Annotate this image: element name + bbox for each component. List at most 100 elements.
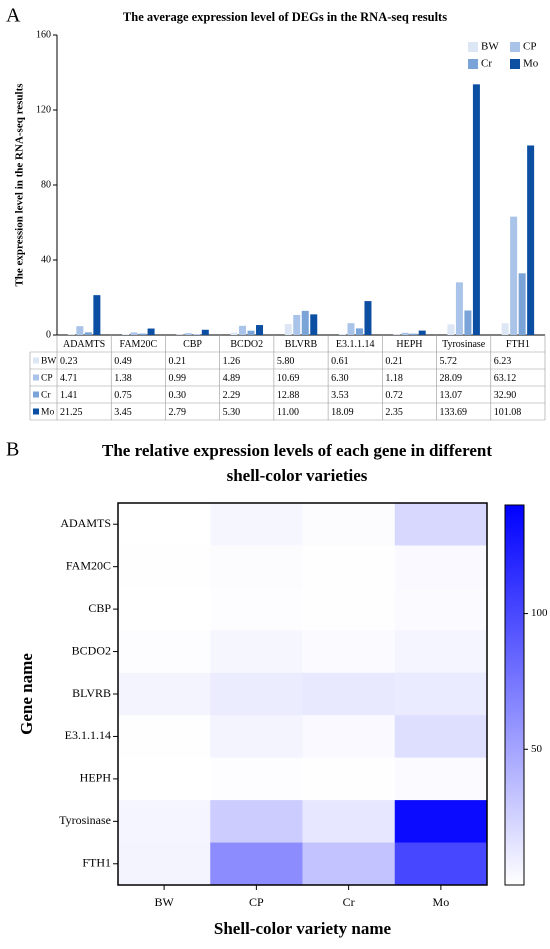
bar [527,145,535,335]
y-tick-label: CBP [88,601,111,615]
bar [364,301,372,335]
y-tick-label: 160 [36,29,51,40]
bar [455,282,463,335]
table-value: 3.45 [114,407,132,418]
heatmap-cell [118,503,211,546]
table-value: 0.72 [385,390,403,401]
table-value: 0.99 [168,373,186,384]
table-swatch [33,391,39,398]
heatmap-cell [394,545,488,589]
heatmap-cell [210,545,303,589]
category-label: CBP [183,339,202,350]
heatmap-cell [394,630,488,674]
category-label: ADAMTS [63,339,105,350]
bar [418,330,426,335]
heatmap-cell [394,800,488,844]
y-axis-label: The expression level in the RNA-seq resu… [14,83,26,287]
y-tick-label: FAM20C [66,558,111,572]
y-axis-label: Gene name [17,653,36,735]
legend-swatch [468,42,478,52]
colorbar-tick-label: 100 [531,607,548,619]
table-value: 1.41 [60,390,78,401]
category-label: HEPH [396,339,422,350]
heatmap-cell [302,545,396,589]
heatmap-cell [302,715,396,759]
table-value: 0.61 [331,356,349,367]
y-tick-label: ADAMTS [60,516,111,530]
bar [518,273,526,335]
table-value: 1.18 [385,373,403,384]
table-value: 1.38 [114,373,132,384]
bar [247,330,255,335]
heatmap-cell [394,842,488,886]
table-swatch [33,357,39,364]
table-value: 4.89 [223,373,241,384]
table-value: 2.29 [223,390,241,401]
x-tick-label: Mo [433,895,450,909]
heatmap-cell [210,715,303,759]
bar [284,324,292,335]
panel-label: B [6,439,19,461]
heatmap-cell [302,587,396,631]
x-axis-label: Shell-color variety name [214,919,392,938]
bar [410,333,418,335]
table-value: 5.72 [440,356,458,367]
y-tick-label: Tyrosinase [59,813,111,827]
bar [347,323,355,335]
table-value: 0.75 [114,390,132,401]
y-tick-label: 120 [36,104,51,115]
y-tick-label: BCDO2 [72,643,111,657]
legend-swatch [510,59,520,69]
heatmap-cell [302,630,396,674]
category-label: FAM20C [120,339,158,350]
table-series-label: Cr [41,391,51,401]
chart-title: shell-color varieties [227,466,368,485]
x-tick-label: BW [154,895,174,909]
heatmap-cell [394,587,488,631]
heatmap-cell [118,545,211,589]
bar [338,333,346,335]
legend-swatch [468,59,478,69]
bar [355,328,363,335]
table-value: 28.09 [440,373,463,384]
y-tick-label: 0 [46,329,51,340]
table-value: 101.08 [494,407,522,418]
heatmap-cell [210,757,303,801]
bar [139,333,147,335]
bar [510,216,518,335]
category-label: Tyrosinase [442,339,486,350]
bar [184,333,192,335]
heatmap-cell [210,672,303,716]
heatmap-cell [302,800,396,844]
table-value: 2.79 [168,407,186,418]
bar [93,295,101,335]
heatmap-cell [302,757,396,801]
x-tick-label: CP [249,895,264,909]
bar [464,310,472,335]
chart-title: The relative expression levels of each g… [102,441,492,460]
heatmap-cell [210,503,303,546]
table-value: 3.53 [331,390,349,401]
heatmap-cell [394,757,488,801]
y-tick-label: 40 [41,254,51,265]
y-tick-label: HEPH [80,771,112,785]
heatmap-cell [302,503,396,546]
category-label: BCDO2 [230,339,263,350]
legend-label: BW [481,41,499,53]
bar [472,84,480,335]
y-tick-label: BLVRB [72,686,111,700]
table-value: 5.30 [223,407,241,418]
bar [201,329,209,335]
heatmap-cell [118,842,211,886]
table-value: 32.90 [494,390,517,401]
bar [256,325,264,335]
bar [76,326,84,335]
table-value: 6.30 [331,373,349,384]
table-value: 0.21 [168,356,186,367]
table-value: 1.26 [223,356,241,367]
panel-label: A [6,5,21,27]
heatmap-cell [118,672,211,716]
bar [301,310,309,335]
heatmap-cell [210,800,303,844]
